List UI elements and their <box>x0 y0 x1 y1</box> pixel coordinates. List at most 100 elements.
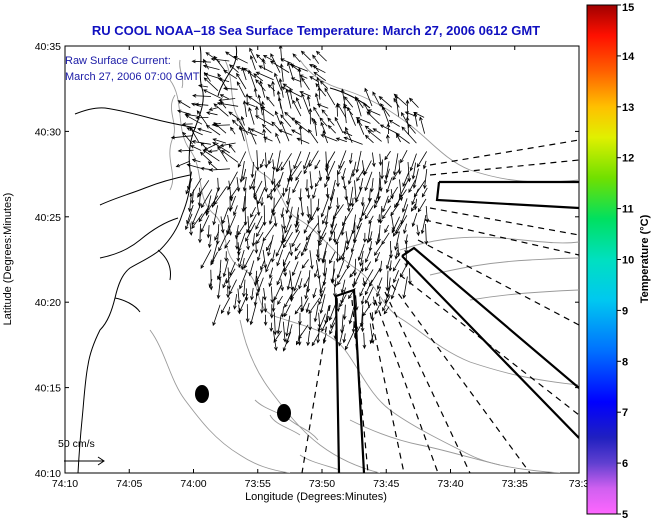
current-vector-arrow <box>367 129 382 142</box>
x-tick-label: 73:3 <box>569 478 590 490</box>
colorbar-tick-label: 13 <box>622 102 634 114</box>
current-vector-arrow <box>377 214 381 224</box>
current-vector-arrow <box>336 297 340 313</box>
current-vector-arrow <box>283 304 291 318</box>
current-vector-arrow <box>416 151 428 168</box>
current-vector-arrow <box>291 231 301 248</box>
current-vector-arrow <box>260 197 264 207</box>
current-vector-arrow <box>260 296 264 314</box>
current-vector-arrow <box>189 177 202 198</box>
current-vector-arrow <box>383 306 390 315</box>
current-vector-arrow <box>392 222 402 237</box>
colorbar-tick-label: 12 <box>622 153 634 165</box>
current-vector-arrow <box>384 168 390 185</box>
current-vector-arrow <box>411 162 416 180</box>
current-vector-arrow <box>306 330 311 347</box>
y-tick-label: 40:35 <box>35 41 61 53</box>
current-vector-arrow <box>321 109 328 117</box>
current-vector-arrow <box>185 213 193 231</box>
current-vector-arrow <box>294 120 309 133</box>
x-tick-label: 74:00 <box>180 478 206 490</box>
current-vector-arrow <box>228 111 238 118</box>
current-vector-arrow <box>227 267 231 290</box>
current-vector-arrow <box>280 207 285 219</box>
current-vector-arrow <box>263 136 273 142</box>
current-vector-arrow <box>275 132 281 144</box>
current-vector-arrow <box>417 198 427 213</box>
current-vector-arrow <box>320 134 338 142</box>
current-vector-arrow <box>303 224 309 234</box>
current-vector-arrow <box>219 142 236 148</box>
current-vector-arrow <box>256 222 265 238</box>
current-vector-arrow <box>335 242 340 263</box>
current-vector-arrow <box>208 107 218 111</box>
current-vector-arrow <box>282 259 287 277</box>
current-vector-arrow <box>266 96 275 107</box>
current-vector-arrow <box>320 121 326 134</box>
current-vector-arrow <box>229 64 239 73</box>
current-vector-arrow <box>294 250 301 261</box>
current-vector-arrow <box>265 240 273 252</box>
current-vector-arrow <box>257 187 266 205</box>
current-vector-arrow <box>327 124 336 134</box>
current-vector-arrow <box>423 169 428 190</box>
current-vector-arrow <box>238 249 245 268</box>
current-vector-arrow <box>298 312 302 326</box>
current-vector-arrow <box>196 110 209 127</box>
zone-outlines <box>301 139 579 473</box>
current-vector-arrow <box>285 197 291 214</box>
current-vector-arrow <box>229 279 237 295</box>
current-vector-arrow <box>307 214 312 225</box>
current-vector-arrow <box>420 214 427 235</box>
current-vector-arrow <box>321 320 327 333</box>
current-vector-arrow <box>297 67 302 88</box>
current-vector-arrow <box>330 315 337 329</box>
current-vector-arrow <box>315 50 327 62</box>
current-vector-arrow <box>190 145 202 151</box>
current-vector-arrow <box>259 80 266 98</box>
current-vector-arrow <box>338 150 347 170</box>
current-vector-arrow <box>334 116 344 134</box>
current-vector-arrow <box>374 243 383 257</box>
current-vector-arrow <box>395 133 410 144</box>
current-vector-arrow <box>186 127 203 136</box>
scale-vector-label: 50 cm/s <box>58 438 95 450</box>
bathymetry-contours <box>149 59 579 473</box>
current-vector-arrow <box>394 249 399 260</box>
current-vector-arrow <box>216 177 221 192</box>
current-vector-arrow <box>268 152 274 165</box>
current-vector-arrow <box>254 115 274 127</box>
current-vector-arrow <box>425 205 429 223</box>
current-vector-arrow <box>421 187 428 198</box>
current-vector-arrow <box>284 293 293 308</box>
current-vector-arrow <box>229 195 236 211</box>
current-vector-arrow <box>390 189 394 200</box>
current-vector-arrow <box>237 151 247 168</box>
current-vector-arrow <box>413 198 418 211</box>
current-vector-arrow <box>181 122 193 127</box>
current-vector-arrow <box>254 105 259 116</box>
current-vector-arrow <box>203 77 219 91</box>
current-vector-arrow <box>319 294 326 314</box>
current-vector-arrow <box>362 232 367 243</box>
current-vector-arrow <box>253 73 264 82</box>
current-vector-arrow <box>191 59 211 64</box>
current-vector-arrow <box>377 277 383 290</box>
current-vector-arrow <box>270 170 275 186</box>
current-vector-arrow <box>236 81 246 98</box>
current-vector-arrow <box>221 207 229 225</box>
current-vector-arrow <box>350 243 355 253</box>
current-vector-arrow <box>307 128 319 144</box>
current-vector-arrow <box>269 322 274 333</box>
current-vector-arrow <box>413 112 418 127</box>
current-vector-arrow <box>378 153 383 167</box>
current-vector-arrow <box>314 179 321 188</box>
current-vector-arrow <box>290 117 301 124</box>
current-vector-arrow <box>197 195 202 207</box>
current-vector-arrow <box>298 125 303 145</box>
current-vector-arrow <box>203 72 220 79</box>
current-vector-arrow <box>348 152 353 165</box>
current-vector-arrow <box>222 278 227 289</box>
current-vector-arrow <box>274 110 281 125</box>
current-vector-arrow <box>217 270 222 281</box>
